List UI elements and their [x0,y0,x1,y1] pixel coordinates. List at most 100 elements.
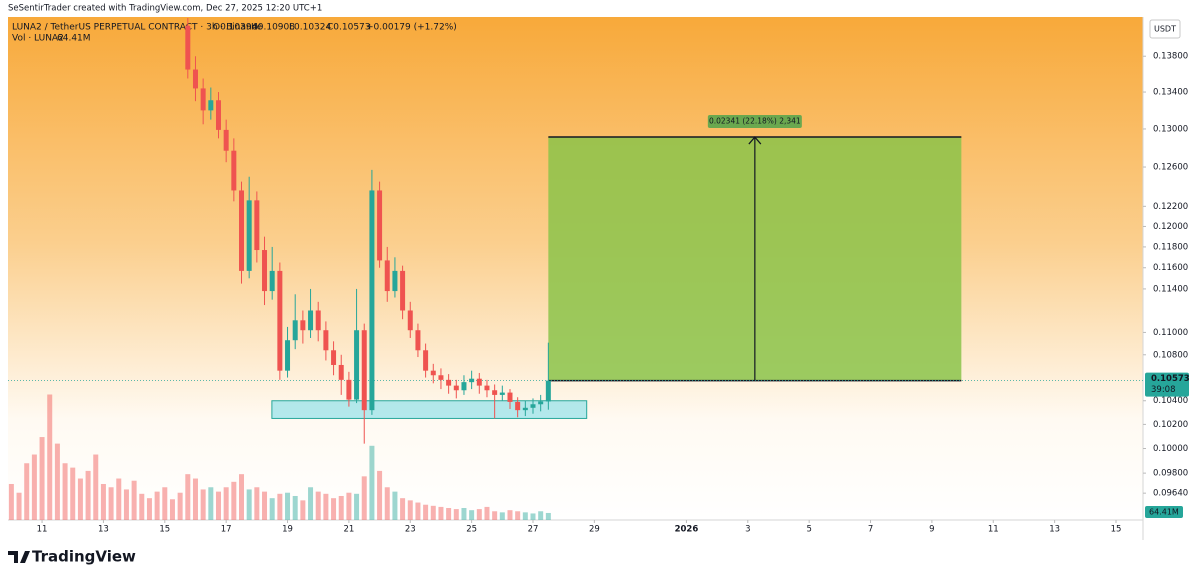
countdown: 39:08 [1151,385,1176,395]
last-price-label: 0.10573 [1151,374,1190,384]
volume-bar [100,483,106,520]
y-tick-label: 0.10800 [1153,350,1188,360]
currency: USDT [1154,25,1176,34]
volume-bar [215,491,221,520]
candle-body [415,330,421,351]
volume-bar [208,487,214,520]
ohlc-value: O0.10394 [213,23,258,33]
candle-body [354,330,360,400]
x-tick-label: 2026 [675,525,699,535]
candle-body [185,25,191,70]
y-tick-label: 0.13400 [1153,88,1188,98]
x-tick-label: 17 [221,525,232,535]
y-tick-label: 0.12200 [1153,202,1188,212]
candle-body [430,370,436,376]
candle-body [377,190,383,261]
volume-bar [430,505,436,520]
x-tick-label: 11 [37,525,48,535]
volume-bar [231,481,237,520]
candle-body [323,330,329,351]
volume-bar [24,463,30,520]
credit: SeSentirTrader created with TradingView.… [8,4,322,14]
candle-body [292,320,298,341]
volume-bar [315,491,321,520]
candle-body [461,382,467,391]
candle-body [361,330,367,411]
x-tick-label: 25 [466,525,477,535]
candle-body [499,392,505,395]
volume-bar [108,487,114,520]
volume-bar [139,493,145,520]
volume-bar [415,502,421,520]
volume-bar [331,498,337,520]
candle-body [507,392,513,402]
ohlc-value: C0.10573 [327,23,371,33]
candle-body [277,270,283,371]
x-tick-label: 19 [282,525,293,535]
volume-bar [515,511,521,520]
volume-bar [177,492,183,520]
candle-body [476,378,482,386]
ohlc-value: +0.00179 (+1.72%) [366,23,457,33]
candle-body [469,378,475,383]
candle-body [285,340,291,371]
ohlc-value: H0.10908 [251,23,295,33]
volume-bar [277,493,283,520]
x-tick-label: 27 [528,525,539,535]
support-zone [271,400,588,419]
volume-bar [8,483,14,520]
candle-body [331,350,337,365]
price-axis-background [1143,17,1199,540]
candle-body [315,310,321,331]
volume-bar [538,511,544,520]
candle-body [522,407,528,411]
volume-bar [116,478,122,520]
volume-bar [423,504,429,520]
volume-bar [530,513,536,520]
candle-body [446,379,452,386]
candle-body [438,375,444,380]
y-tick-label: 0.10000 [1153,444,1188,454]
y-tick-label: 0.12000 [1153,222,1188,232]
y-tick-label: 0.09800 [1153,469,1188,479]
volume-bar [407,500,413,520]
volume-bar [269,498,275,520]
footer-brand: TradingView [32,548,136,566]
volume-bar [492,511,498,520]
y-tick-label: 0.10400 [1153,396,1188,406]
volume-bar [169,499,175,520]
volume-last-box [1145,506,1183,518]
volume-bar [131,480,137,520]
candle-body [407,310,413,331]
volume-bar [16,492,22,520]
volume-bar [338,495,344,520]
candle-body [239,190,245,271]
candle-body [545,380,551,402]
logo: TradingView [8,548,136,566]
volume-bar [377,470,383,520]
candle-body [200,88,206,111]
volume-bar [239,474,245,520]
volume-bar [292,495,298,520]
volume-bar [361,476,367,520]
volume-bar [285,492,291,520]
logo-mark [8,551,30,563]
x-tick-label: 15 [159,525,170,535]
x-tick-label: 23 [405,525,416,535]
candle-body [400,270,406,311]
candle-body [453,385,459,391]
volume-bar [185,474,191,520]
volume-bar [469,510,475,520]
candle-body [246,200,252,271]
candle-body [208,100,214,111]
candle-body [269,270,275,292]
volume-bar [162,487,168,520]
volume-bar [31,454,37,520]
candle-body [484,385,490,391]
volume-bar [300,500,306,520]
volume-bar [62,463,68,520]
volume-bar [70,467,76,520]
x-tick-label: 15 [1111,525,1122,535]
candle-body [308,310,314,331]
